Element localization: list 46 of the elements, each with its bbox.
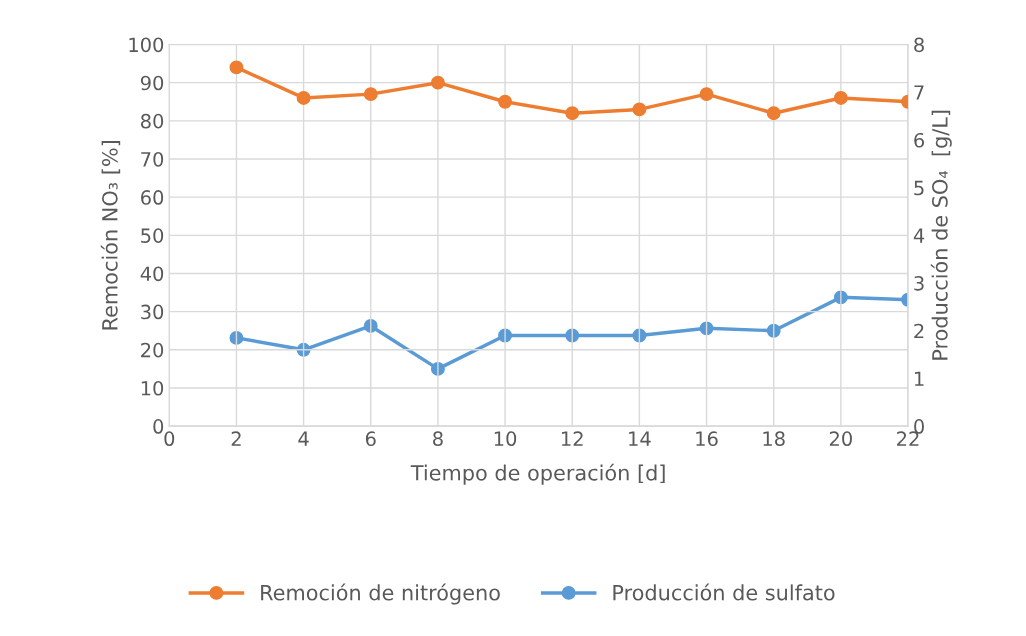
- x-tick-label: 14: [629, 431, 651, 446]
- point: [699, 87, 714, 102]
- x-tick-label: 8: [433, 431, 443, 447]
- y2-tick-label: 3: [914, 275, 924, 291]
- point: [498, 94, 513, 109]
- y2-tick-label: 4: [913, 228, 925, 243]
- y2-tick-label: 2: [914, 323, 924, 339]
- point: [363, 319, 378, 333]
- x-tick-label: 12: [561, 431, 583, 446]
- y-tick-label: 10: [141, 380, 164, 396]
- y2-tick-label: 1: [915, 371, 924, 386]
- point: [229, 60, 244, 75]
- point: [833, 90, 848, 105]
- y-tick-label: 80: [141, 113, 164, 129]
- y2-tick-label: 8: [914, 37, 924, 53]
- legend-label: Remoción de nitrógeno: [261, 583, 500, 605]
- x-tick-label: 6: [365, 431, 376, 447]
- point: [565, 106, 580, 121]
- y-tick-label: 40: [140, 266, 164, 282]
- point: [632, 102, 647, 117]
- y2-tick-label: 6: [914, 132, 925, 148]
- y-axis-title: Remoción NO₃ [%]: [100, 141, 121, 330]
- point: [363, 87, 378, 102]
- point: [430, 75, 445, 90]
- x-tick-label: 0: [164, 431, 175, 447]
- x-tick-label: 2: [231, 431, 241, 446]
- y-tick-label: 90: [140, 75, 164, 91]
- y2-axis-title: Producción de SO₄ [g/L]: [930, 110, 952, 360]
- y-tick-label: 60: [141, 190, 164, 205]
- y-tick-label: 100: [129, 37, 164, 53]
- y-tick-label: 50: [141, 228, 164, 243]
- y-tick-label: 0: [153, 419, 164, 434]
- y2-tick-label: 5: [914, 180, 924, 196]
- point: [296, 90, 311, 105]
- x-tick-label: 18: [763, 431, 785, 447]
- y-tick-label: 20: [141, 342, 164, 358]
- y2-tick-label: 7: [914, 85, 924, 100]
- x-tick-label: 16: [696, 431, 718, 447]
- x-tick-label: 20: [829, 431, 852, 447]
- point: [766, 106, 781, 121]
- y-tick-label: 70: [141, 151, 164, 167]
- x-axis-title: Tiempo de operación [d]: [410, 463, 665, 485]
- legend-label: Producción de sulfato: [613, 583, 835, 601]
- y-tick-label: 30: [141, 304, 164, 320]
- x-tick-label: 10: [494, 431, 517, 447]
- x-tick-label: 4: [298, 431, 309, 446]
